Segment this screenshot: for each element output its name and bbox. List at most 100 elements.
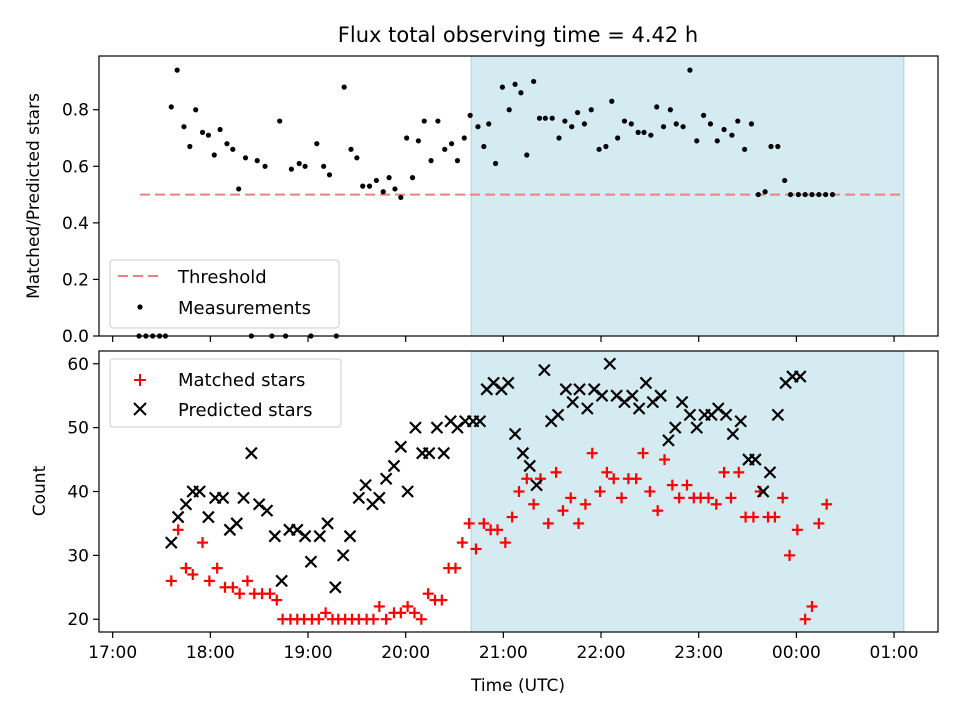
matched-star-marker (227, 581, 239, 593)
measurement-point (448, 141, 455, 147)
matched-star-marker (456, 537, 468, 549)
measurement-point (782, 177, 788, 184)
predicted-star-marker (394, 440, 408, 454)
predicted-star-marker (573, 383, 586, 396)
matched-star-marker (557, 505, 569, 517)
matched-star-marker (380, 613, 392, 625)
matched-star-marker (637, 447, 649, 459)
matched-star-marker (608, 473, 620, 485)
measurement-point (802, 191, 808, 198)
x-tick-label: 17:00 (88, 643, 137, 663)
predicted-star-marker (749, 453, 762, 466)
matched-star-marker (806, 600, 818, 612)
matched-star-marker (320, 607, 332, 619)
predicted-star-marker (632, 402, 646, 415)
matched-star-marker (565, 492, 577, 504)
predicted-star-marker (237, 491, 250, 505)
measurement-point (366, 183, 373, 189)
predicted-star-marker (603, 357, 617, 371)
measurement-point (428, 158, 434, 164)
measurement-point (687, 67, 693, 73)
predicted-star-marker (336, 549, 350, 562)
predicted-star-marker (379, 472, 393, 486)
matched-star-marker (197, 537, 209, 549)
measurement-point (700, 112, 707, 118)
matched-star-marker (791, 524, 803, 536)
top-span (470, 55, 905, 337)
bottom-legend: Matched stars Predicted stars (109, 358, 342, 428)
measurement-point (621, 118, 628, 124)
measurement-point (742, 146, 748, 152)
matched-star-marker (470, 543, 482, 555)
predicted-star-marker (352, 491, 366, 505)
measurement-point (481, 143, 487, 150)
measurement-points (136, 67, 836, 339)
legend-measurements-swatch (137, 304, 143, 310)
measurement-point (341, 84, 347, 90)
matched-star-marker (710, 498, 722, 510)
matched-star-marker (784, 549, 796, 561)
bottom-x-ticks: 17:00 18:00 19:00 20:00 21:00 22:00 23:00 00:00… (88, 632, 919, 663)
predicted-star-marker (373, 491, 386, 505)
predicted-star-marker (260, 504, 274, 517)
measurement-point (735, 118, 741, 124)
measurement-point (729, 132, 735, 138)
measurement-point (373, 177, 379, 184)
x-tick-label: 23:00 (674, 643, 723, 663)
y-tick-label: 0.0 (62, 327, 89, 347)
top-panel: 0.00.20.40.60.8 Matched/Predicted stars … (24, 55, 939, 347)
measurement-point (168, 104, 174, 110)
predicted-star-marker (230, 517, 243, 530)
measurement-point (648, 132, 654, 138)
measurement-point (581, 121, 588, 127)
top-y-axis-label: Matched/Predicted stars (24, 93, 44, 299)
measurement-point (531, 78, 537, 85)
measurement-point (603, 143, 609, 150)
measurement-point (174, 67, 180, 73)
measurement-point (673, 121, 679, 127)
predicted-star-marker (794, 370, 807, 383)
measurement-point (660, 124, 667, 130)
predicted-star-marker (359, 478, 372, 492)
matched-star-marker (313, 613, 325, 625)
measurement-point (217, 126, 223, 133)
top-y-ticks: 0.0 0.2 0.4 0.6 0.8 (62, 101, 99, 347)
y-tick-label: 0.2 (62, 270, 89, 290)
x-tick-label: 21:00 (479, 643, 528, 663)
matched-star-marker (799, 613, 811, 625)
x-tick-label: 20:00 (381, 643, 430, 663)
y-tick-label: 60 (67, 355, 89, 375)
matched-star-marker (499, 537, 511, 549)
predicted-star-marker (171, 510, 185, 524)
measurement-point (205, 132, 211, 138)
measurement-point (211, 152, 217, 158)
predicted-star-marker (559, 383, 573, 396)
predicted-star-marker (523, 459, 537, 473)
predicted-star-marker (437, 446, 451, 460)
matched-star-marker (601, 466, 613, 478)
matched-star-marker (528, 498, 540, 510)
measurement-point (680, 124, 686, 130)
y-tick-label: 50 (67, 419, 89, 439)
matched-star-marker (450, 562, 462, 574)
measurement-point (506, 107, 512, 113)
legend-matched-label: Matched stars (178, 370, 305, 391)
measurement-point (694, 138, 700, 144)
y-tick-label: 0.6 (62, 157, 89, 177)
x-tick-label: 22:00 (577, 643, 626, 663)
predicted-star-marker (662, 434, 675, 447)
matched-star-marker (506, 511, 518, 523)
predicted-star-marker (516, 446, 530, 460)
predicted-star-marker (690, 421, 704, 434)
matched-star-marker (702, 492, 714, 504)
matched-star-marker (673, 492, 685, 504)
measurement-point (635, 129, 641, 135)
measurement-point (181, 124, 187, 130)
matched-star-marker (550, 466, 562, 478)
matched-star-marker (652, 505, 664, 517)
measurement-point (499, 84, 505, 90)
matched-star-marker (616, 492, 628, 504)
predicted-star-marker (581, 402, 594, 415)
matched-star-marker (373, 600, 385, 612)
predicted-star-marker (719, 408, 733, 422)
